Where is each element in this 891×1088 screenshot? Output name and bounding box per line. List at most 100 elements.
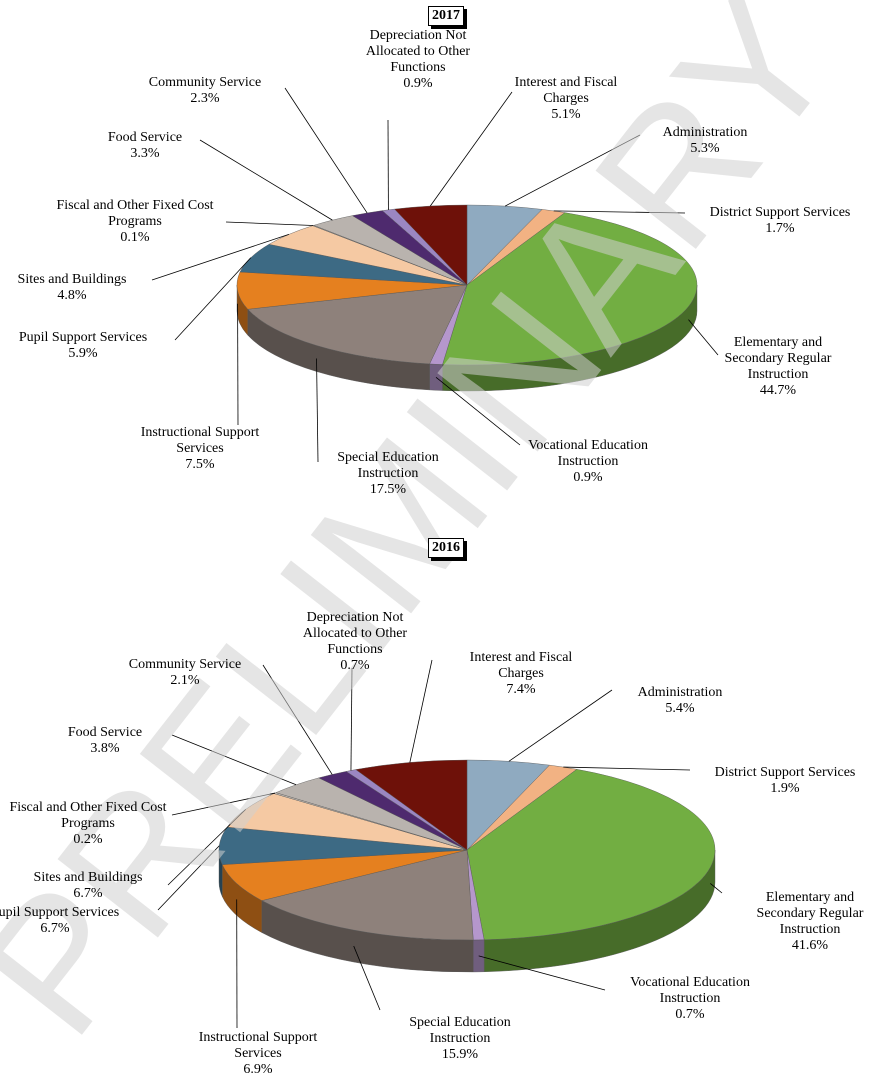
slice-label: Administration 5.4%	[615, 685, 745, 717]
value-label: 1.7%	[765, 221, 795, 236]
slice-label: Vocational Education Instruction 0.7%	[615, 975, 765, 1023]
slice-label: Instructional Support Services 6.9%	[183, 1030, 333, 1078]
value-label: 3.3%	[130, 146, 160, 161]
value-label: 5.1%	[551, 107, 581, 122]
slice-label: Pupil Support Services 6.7%	[0, 905, 140, 937]
chart-title: 2017	[428, 6, 464, 26]
category-label: Interest and Fiscal Charges	[469, 650, 573, 681]
category-label: Instructional Support Services	[198, 1030, 318, 1061]
value-label: 5.3%	[690, 141, 720, 156]
value-label: 6.9%	[243, 1062, 273, 1077]
leader-line	[504, 134, 641, 207]
category-label: Instructional Support Services	[140, 425, 260, 456]
leader-line	[151, 234, 289, 281]
leader-line	[167, 809, 246, 886]
category-label: Sites and Buildings	[17, 272, 127, 287]
leader-line	[157, 845, 220, 911]
value-label: 7.5%	[185, 457, 215, 472]
leader-line	[409, 659, 433, 763]
category-label: Vocational Education Instruction	[528, 438, 648, 469]
value-label: 5.9%	[68, 346, 98, 361]
pie-slice	[247, 284, 468, 365]
category-label: Special Education Instruction	[409, 1015, 511, 1046]
leader-line	[563, 766, 691, 771]
value-label: 5.4%	[665, 701, 695, 716]
slice-label: District Support Services 1.9%	[685, 765, 885, 797]
leader-line	[429, 91, 513, 207]
value-label: 0.2%	[73, 832, 103, 847]
category-label: Special Education Instruction	[337, 450, 439, 481]
leader-line	[171, 734, 297, 786]
category-label: Community Service	[148, 75, 262, 90]
category-label: Depreciation Not Allocated to Other Func…	[302, 610, 408, 657]
leader-line	[508, 689, 613, 762]
category-label: Elementary and Secondary Regular Instruc…	[724, 335, 832, 382]
value-label: 6.7%	[73, 886, 103, 901]
pie-slice	[466, 769, 716, 940]
value-label: 7.4%	[506, 682, 536, 697]
value-label: 2.3%	[190, 91, 220, 106]
value-label: 41.6%	[791, 938, 829, 953]
value-label: 3.8%	[90, 741, 120, 756]
leader-line	[553, 210, 686, 214]
leader-line	[171, 792, 276, 816]
category-label: Sites and Buildings	[33, 870, 143, 885]
category-label: District Support Services	[714, 765, 856, 780]
chart-title: 2016	[428, 538, 464, 558]
value-label: 0.7%	[675, 1007, 705, 1022]
pie-slice	[236, 271, 468, 310]
value-label: 44.7%	[759, 383, 797, 398]
category-label: Community Service	[128, 657, 242, 672]
slice-label: Administration 5.3%	[640, 125, 770, 157]
value-label: 17.5%	[369, 482, 407, 497]
slice-label: Vocational Education Instruction 0.9%	[513, 438, 663, 486]
slice-label: Community Service 2.3%	[125, 75, 285, 107]
category-label: Interest and Fiscal Charges	[514, 75, 618, 106]
category-label: Elementary and Secondary Regular Instruc…	[756, 890, 864, 937]
category-label: Food Service	[67, 725, 143, 740]
pie-side	[473, 939, 485, 973]
leader-line	[316, 358, 319, 463]
value-label: 0.1%	[120, 230, 150, 245]
pie-slice	[261, 849, 474, 941]
value-label: 0.9%	[573, 470, 603, 485]
category-label: Fiscal and Other Fixed Cost Programs	[9, 800, 167, 831]
category-label: Pupil Support Services	[0, 905, 120, 920]
slice-label: Elementary and Secondary Regular Instruc…	[740, 890, 880, 954]
leader-line	[478, 955, 606, 991]
slice-label: Food Service 3.8%	[45, 725, 165, 757]
slice-label: Pupil Support Services 5.9%	[0, 330, 168, 362]
leader-line	[225, 221, 314, 226]
slice-label: Instructional Support Services 7.5%	[125, 425, 275, 473]
slice-label: Depreciation Not Allocated to Other Func…	[280, 610, 430, 674]
category-label: Pupil Support Services	[18, 330, 148, 345]
leader-line	[710, 883, 723, 894]
slice-label: Fiscal and Other Fixed Cost Programs 0.1%	[45, 198, 225, 246]
leader-line	[174, 257, 252, 341]
slice-label: Food Service 3.3%	[85, 130, 205, 162]
pie-side	[429, 363, 443, 391]
value-label: 0.7%	[340, 658, 370, 673]
category-label: Administration	[637, 685, 723, 700]
category-label: Food Service	[107, 130, 183, 145]
pie-chart	[157, 659, 723, 1029]
category-label: Fiscal and Other Fixed Cost Programs	[56, 198, 214, 229]
leader-line	[353, 945, 381, 1011]
slice-label: Interest and Fiscal Charges 7.4%	[451, 650, 591, 698]
value-label: 1.9%	[770, 781, 800, 796]
category-label: District Support Services	[709, 205, 851, 220]
value-label: 0.9%	[403, 76, 433, 91]
slice-label: Sites and Buildings 6.7%	[13, 870, 163, 902]
slice-label: Depreciation Not Allocated to Other Func…	[343, 28, 493, 92]
pie-slice	[355, 759, 468, 851]
category-label: Depreciation Not Allocated to Other Func…	[365, 28, 471, 75]
slice-label: Fiscal and Other Fixed Cost Programs 0.2%	[0, 800, 178, 848]
category-label: Vocational Education Instruction	[630, 975, 750, 1006]
pie-slice	[442, 212, 698, 366]
slice-label: Special Education Instruction 15.9%	[390, 1015, 530, 1063]
slice-label: District Support Services 1.7%	[680, 205, 880, 237]
leader-line	[199, 139, 333, 221]
category-label: Administration	[662, 125, 748, 140]
